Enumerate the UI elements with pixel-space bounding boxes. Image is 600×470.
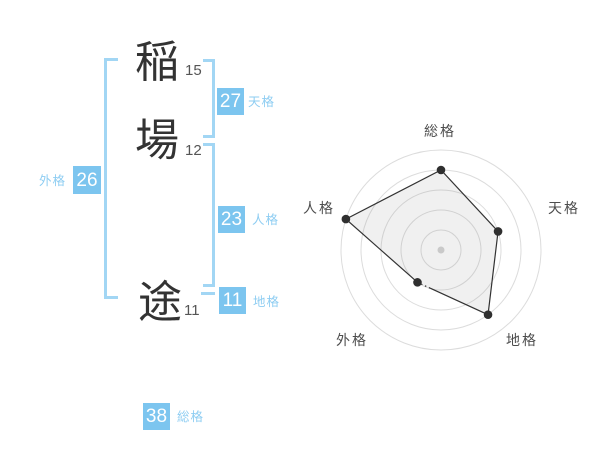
radar-axis-label: 外格 [336, 332, 368, 348]
chikaku-badge: 11 [219, 287, 246, 314]
stroke-count-3: 11 [184, 302, 200, 319]
radar-data-point [341, 214, 351, 224]
radar-axis-label: 総格 [424, 123, 456, 139]
radar-grid-ring [400, 209, 482, 291]
jinkaku-label: 人格 [252, 213, 280, 227]
radar-grid-ring [340, 149, 542, 351]
radar-axis-label: 地格 [506, 332, 538, 348]
gaikaku-bracket [104, 58, 118, 299]
radar-center-dot [437, 246, 445, 254]
stroke-count-1: 15 [185, 62, 202, 79]
gaikaku-label: 外格 [39, 174, 67, 188]
name-character-1: 稲 [135, 38, 179, 87]
soukaku-badge: 38 [143, 403, 170, 430]
radar-outline-solid [344, 169, 499, 316]
chikaku-dash [201, 292, 215, 295]
jinkaku-badge: 23 [218, 206, 245, 233]
gaikaku-badge: 26 [73, 166, 101, 194]
radar-axis-label: 天格 [548, 200, 580, 216]
tenkaku-label: 天格 [248, 95, 276, 109]
stroke-count-2: 12 [185, 142, 202, 159]
chikaku-label: 地格 [253, 295, 281, 309]
radar-axis-label: 人格 [303, 200, 335, 216]
radar-area [345, 170, 499, 315]
tenkaku-bracket [203, 59, 215, 138]
radar-grid-ring [420, 229, 462, 271]
name-character-3: 途 [138, 278, 182, 327]
radar-data-point [493, 227, 503, 236]
radar-data-point [483, 310, 493, 320]
tenkaku-badge: 27 [217, 88, 244, 115]
radar-data-point [413, 278, 422, 287]
jinkaku-bracket [203, 143, 215, 287]
radar-data-point [436, 165, 446, 175]
soukaku-label: 総格 [177, 410, 205, 424]
name-character-2: 場 [135, 116, 179, 165]
